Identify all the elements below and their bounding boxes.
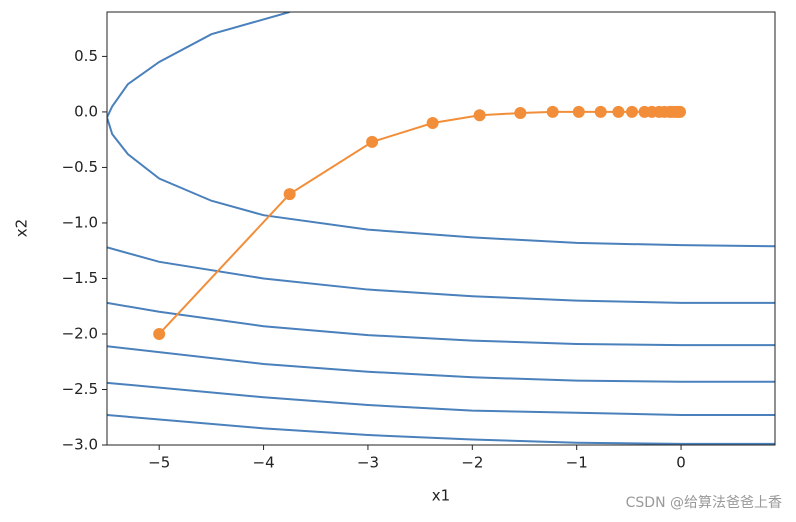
contour-line [107, 246, 775, 304]
plot-area [107, 12, 775, 445]
y-tick-label: −2.5 [62, 380, 98, 398]
y-tick-label: −1.5 [62, 269, 98, 287]
trajectory-point [283, 188, 296, 201]
contour-line [107, 414, 775, 445]
trajectory-point [612, 105, 625, 118]
trajectory-point [153, 327, 166, 340]
x-tick-label: 0 [676, 454, 686, 472]
trajectory-point [426, 117, 439, 130]
x-axis-label: x1 [432, 487, 450, 505]
contour-line [107, 345, 775, 383]
x-tick-label: −5 [148, 454, 170, 472]
trajectory-point [674, 105, 687, 118]
y-tick-label: −1.0 [62, 213, 98, 231]
trajectory-point [473, 109, 486, 122]
y-tick-label: −2.0 [62, 324, 98, 342]
x-tick-label: −3 [357, 454, 379, 472]
y-tick-label: −3.0 [62, 436, 98, 454]
trajectory-point [626, 105, 639, 118]
axes-frame [106, 11, 776, 446]
y-tick-label: 0.0 [74, 102, 98, 120]
trajectory-point [572, 105, 585, 118]
trajectory-point [546, 105, 559, 118]
y-tick-label: 0.5 [74, 47, 98, 65]
watermark: CSDN @给算法爸爸上香 [626, 495, 782, 511]
trajectory-point [594, 105, 607, 118]
y-axis-label: x2 [13, 219, 31, 237]
contour-line [107, 12, 775, 248]
y-tick-label: −0.5 [62, 158, 98, 176]
trajectory-point [366, 135, 379, 148]
contour-line [107, 381, 775, 417]
x-tick-label: −4 [253, 454, 275, 472]
x-tick-label: −2 [461, 454, 483, 472]
x-tick-label: −1 [566, 454, 588, 472]
trajectory-point [514, 107, 527, 120]
